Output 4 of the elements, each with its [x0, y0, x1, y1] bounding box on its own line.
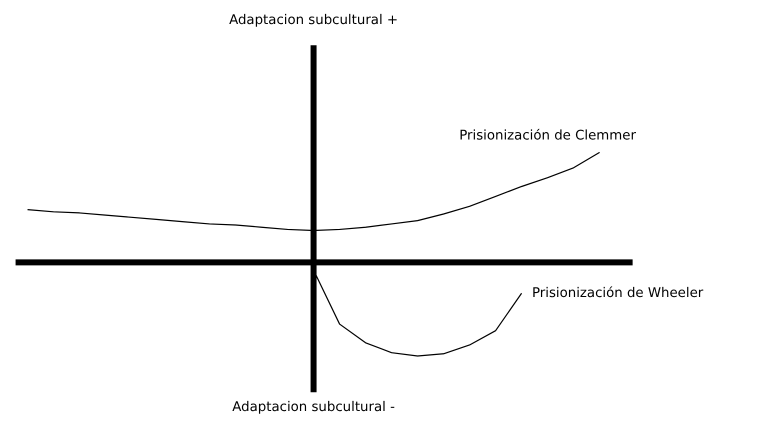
series-label: Prisionización de Wheeler	[532, 286, 704, 301]
text: Adaptacion subcultural -	[232, 400, 396, 416]
text: Prisionización de Clemmer	[459, 128, 636, 144]
text: Adaptacion subcultural +	[229, 12, 398, 28]
